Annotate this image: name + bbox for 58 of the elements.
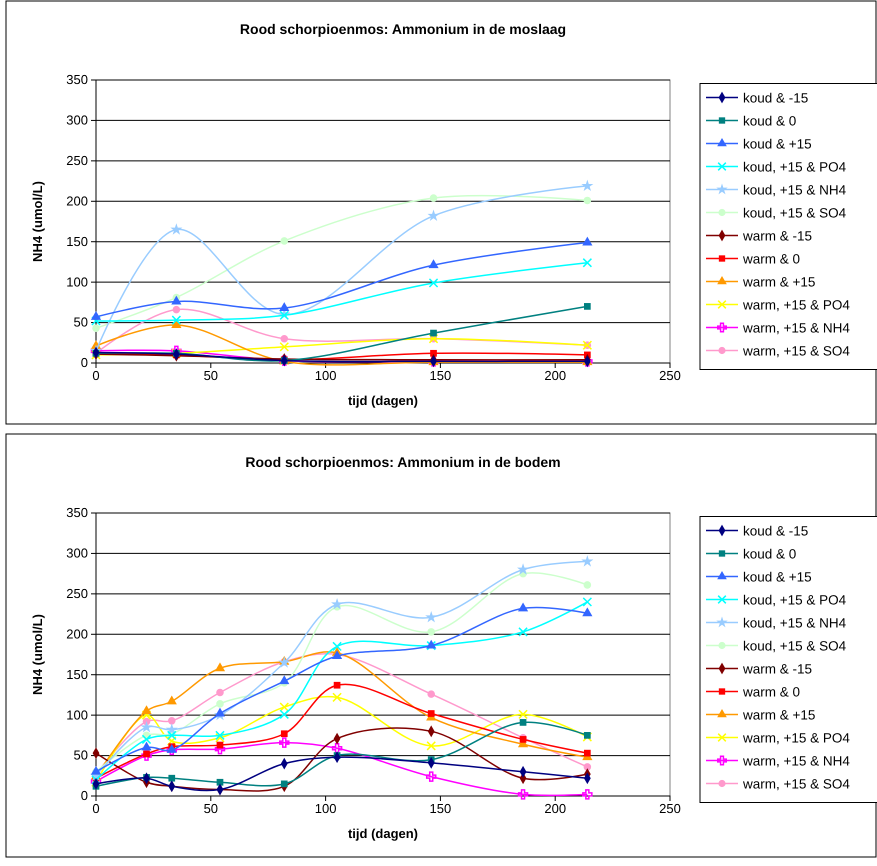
legend-label: koud & +15 <box>743 136 812 152</box>
x-tick-label: 100 <box>314 801 336 816</box>
legend-label: koud, +15 & SO4 <box>743 206 847 220</box>
y-tick-label: 50 <box>74 314 88 330</box>
legend-label: warm & +15 <box>742 274 816 290</box>
y-tick-label: 200 <box>66 626 88 642</box>
legend-label: warm & 0 <box>742 684 800 700</box>
y-tick-label: 250 <box>66 153 88 168</box>
legend-label: koud, +15 & PO4 <box>743 160 847 174</box>
y-tick-label: 150 <box>66 234 88 249</box>
legend-label: koud & 0 <box>743 546 796 562</box>
y-axis-title: NH4 (umol/L) <box>30 614 45 695</box>
x-tick-label: 50 <box>204 368 218 384</box>
chart-title: Rood schorpioenmos: Ammonium in de moslaag <box>240 21 566 37</box>
x-tick-label: 100 <box>314 368 336 384</box>
legend-label: koud, +15 & PO4 <box>743 592 847 608</box>
y-tick-label: 50 <box>74 748 88 763</box>
legend-label: warm & +15 <box>742 708 816 722</box>
x-axis-title: tijd (dagen) <box>348 393 418 408</box>
x-tick-label: 200 <box>544 801 566 816</box>
y-tick-label: 200 <box>66 193 88 208</box>
x-tick-label: 250 <box>659 368 681 384</box>
x-tick-label: 250 <box>659 801 681 816</box>
y-axis-title: NH4 (umol/L) <box>30 181 45 262</box>
legend-label: koud & 0 <box>743 114 796 128</box>
y-tick-label: 350 <box>66 72 88 88</box>
legend-label: warm, +15 & PO4 <box>742 298 850 312</box>
x-tick-label: 50 <box>204 801 218 816</box>
legend-label: koud & -15 <box>743 90 808 106</box>
legend-label: koud, +15 & SO4 <box>743 638 847 654</box>
legend-label: koud & +15 <box>743 570 812 584</box>
y-tick-label: 250 <box>66 586 88 602</box>
y-tick-label: 300 <box>66 546 88 561</box>
y-tick-label: 100 <box>66 707 88 722</box>
legend-label: warm, +15 & NH4 <box>742 754 850 768</box>
chart-title: Rood schorpioenmos: Ammonium in de bodem <box>245 454 561 470</box>
x-tick-label: 0 <box>92 801 100 816</box>
y-tick-label: 0 <box>80 355 88 370</box>
legend-label: warm & -15 <box>742 662 812 676</box>
x-tick-label: 150 <box>430 368 452 384</box>
legend-label: koud & -15 <box>743 524 808 538</box>
x-tick-label: 150 <box>430 801 452 816</box>
y-tick-label: 350 <box>66 505 88 520</box>
legend-label: warm, +15 & NH4 <box>742 320 850 336</box>
y-tick-label: 300 <box>66 112 88 128</box>
x-axis-title: tijd (dagen) <box>348 826 418 841</box>
legend-label: warm & 0 <box>742 252 800 266</box>
y-tick-label: 0 <box>80 788 88 804</box>
y-tick-label: 150 <box>66 666 88 682</box>
legend-label: warm, +15 & SO4 <box>742 776 850 792</box>
legend-label: warm, +15 & SO4 <box>742 344 850 358</box>
legend-label: warm & -15 <box>742 228 812 244</box>
legend-label: warm, +15 & PO4 <box>742 730 850 746</box>
y-tick-label: 100 <box>66 274 88 290</box>
x-tick-label: 200 <box>544 368 566 384</box>
legend-label: koud, +15 & NH4 <box>743 182 847 198</box>
legend-label: koud, +15 & NH4 <box>743 616 847 630</box>
x-tick-label: 0 <box>92 368 100 384</box>
